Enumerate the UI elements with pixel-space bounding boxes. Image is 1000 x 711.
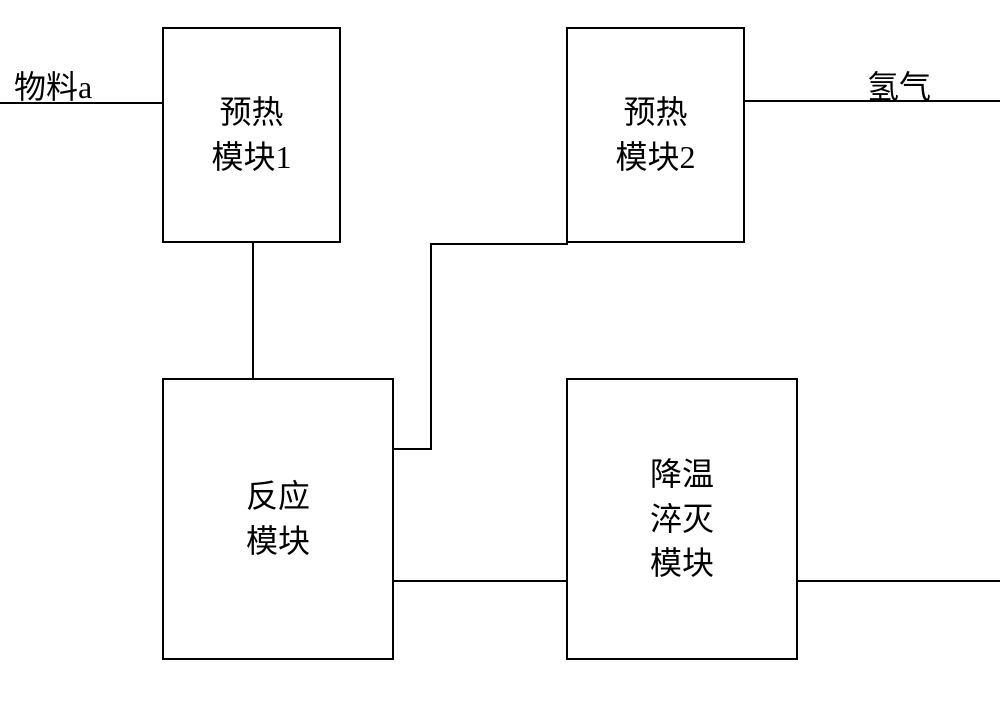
edge-drop-reactor <box>394 448 432 450</box>
node-quench: 降温 淬灭 模块 <box>566 378 798 660</box>
preheat2-line2: 模块2 <box>615 135 695 180</box>
preheat1-line1: 预热 <box>219 90 283 135</box>
quench-line2: 淬灭 <box>650 497 714 542</box>
flow-diagram: 物料a 氢气 预热 模块1 预热 模块2 反应 模块 降温 淬灭 模块 <box>0 0 1000 711</box>
input-label-left: 物料a <box>14 62 92 108</box>
reactor-line1: 反应 <box>246 474 310 519</box>
edge-preheat2-drop-v <box>430 243 432 450</box>
node-preheat-1: 预热 模块1 <box>162 27 341 243</box>
preheat2-line1: 预热 <box>623 90 687 135</box>
edge-preheat1-reactor <box>252 243 254 378</box>
quench-line3: 模块 <box>650 541 714 586</box>
edge-input-right <box>745 100 1000 102</box>
reactor-line2: 模块 <box>246 519 310 564</box>
quench-line1: 降温 <box>650 452 714 497</box>
edge-preheat2-drop-h <box>430 243 568 245</box>
preheat1-line2: 模块1 <box>211 135 291 180</box>
node-preheat-2: 预热 模块2 <box>566 27 745 243</box>
edge-input-left <box>0 102 162 104</box>
input-left-text: 物料a <box>14 69 92 105</box>
edge-quench-output <box>798 580 1000 582</box>
node-reactor: 反应 模块 <box>162 378 394 660</box>
edge-reactor-quench <box>394 580 566 582</box>
